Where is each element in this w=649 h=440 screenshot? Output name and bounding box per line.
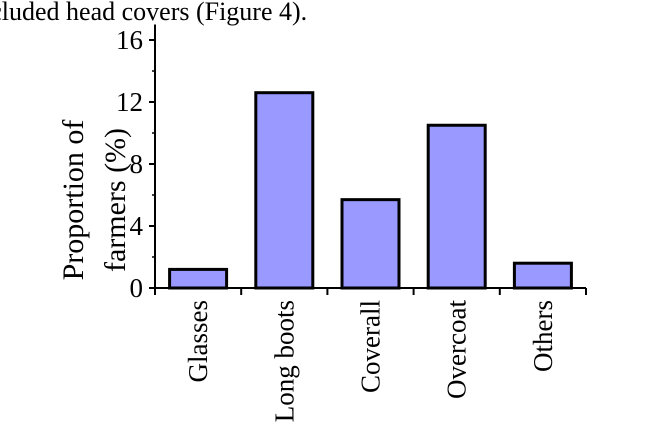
y-axis-title-line-2: farmers (%)	[99, 128, 132, 272]
bar-overcoat	[426, 123, 487, 290]
bar-others	[512, 261, 573, 290]
y-tick-label: 16	[116, 25, 143, 55]
x-category-label: Long boots	[269, 300, 299, 422]
x-axis-ticks	[154, 288, 587, 295]
y-axis-ticks: 0 4 8 12 16	[116, 25, 155, 303]
bar-glasses	[168, 267, 229, 290]
x-axis-labels: Glasses Long boots Coverall Overcoat Others	[183, 300, 558, 423]
x-category-label: Glasses	[183, 300, 213, 383]
y-tick-label: 12	[116, 87, 143, 117]
y-tick-label: 8	[130, 149, 144, 179]
x-category-label: Others	[528, 300, 558, 372]
y-tick-label: 4	[130, 211, 144, 241]
y-axis-title-line-1: Proportion of	[57, 120, 90, 281]
x-category-label: Coverall	[356, 300, 386, 393]
bars	[168, 91, 573, 290]
bar-long-boots	[254, 91, 315, 290]
y-tick-label: 0	[130, 273, 144, 303]
x-category-label: Overcoat	[442, 300, 472, 399]
context-text: included head covers (Figure 4).	[0, 0, 307, 26]
bar-coverall	[340, 198, 401, 290]
